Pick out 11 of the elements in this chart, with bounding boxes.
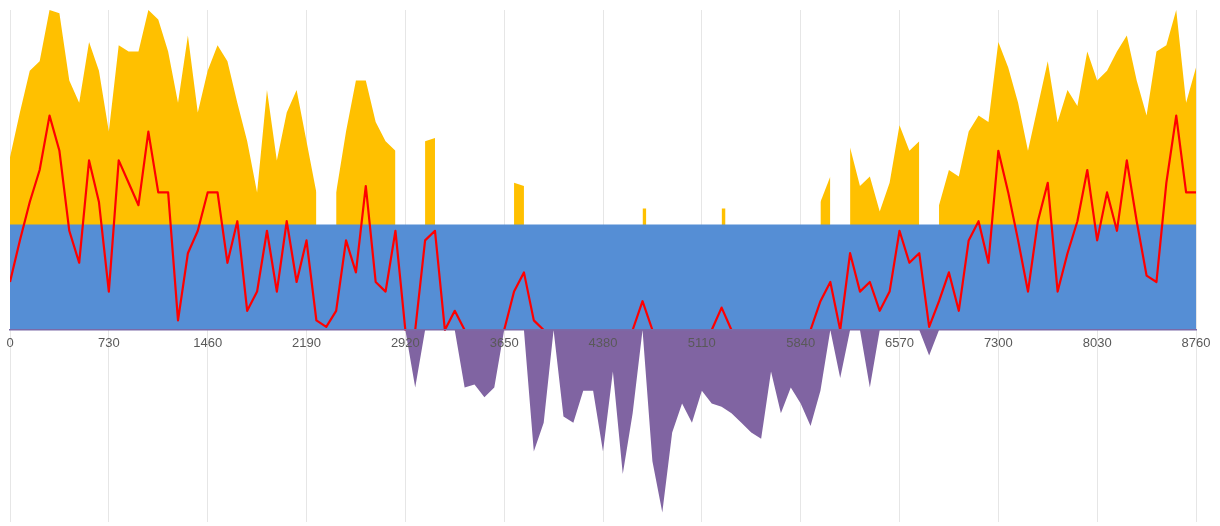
x-tick-label: 730 <box>97 335 120 351</box>
x-tick-label: 4380 <box>588 335 618 351</box>
x-tick-label: 2190 <box>292 335 321 351</box>
x-tick-label: 5840 <box>786 335 816 351</box>
x-tick-label: 8030 <box>1082 335 1112 351</box>
x-tick-label: 8760 <box>1181 335 1211 351</box>
x-tick-label: 0 <box>6 335 14 351</box>
x-tick-label: 1460 <box>193 335 223 351</box>
x-tick-label: 6570 <box>885 335 914 351</box>
x-tick-label: 7300 <box>983 335 1013 351</box>
x-tick-label: 5110 <box>687 335 716 351</box>
